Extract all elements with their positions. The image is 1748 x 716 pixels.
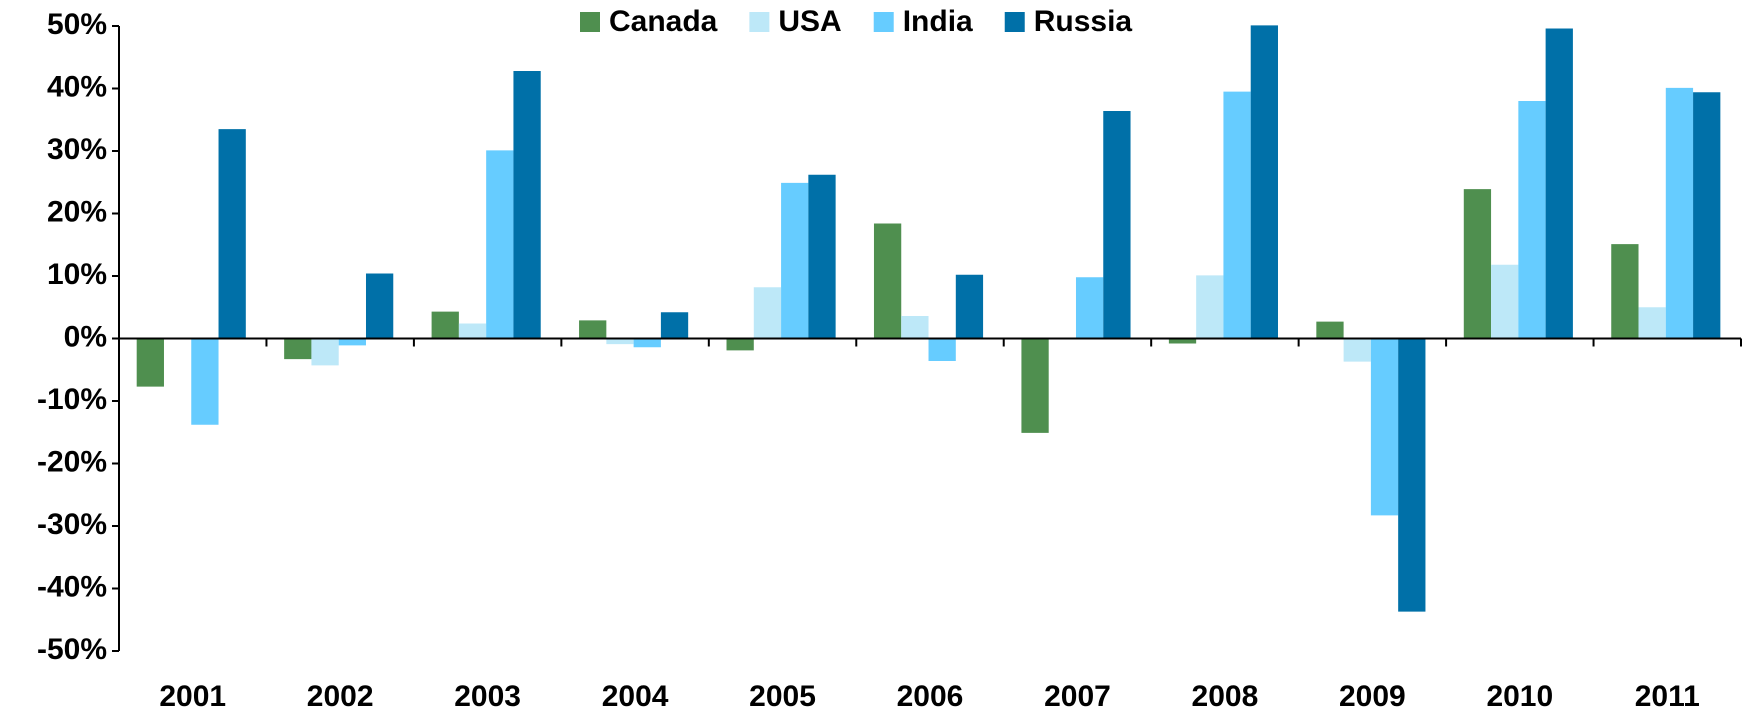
y-tick-label: -50% [37,633,107,666]
bar [781,182,809,339]
legend-label: Canada [609,5,718,38]
bar [808,174,836,339]
bar [1463,189,1492,339]
bar [1693,92,1721,339]
legend-swatch [580,12,600,32]
x-tick-label: 2008 [1192,680,1259,713]
bar [1665,87,1694,339]
bar [660,312,689,339]
bar [513,71,541,339]
bar [1103,111,1131,339]
legend-swatch [749,12,770,32]
bar [901,316,929,339]
x-tick-label: 2002 [307,680,374,713]
x-tick-label: 2011 [1635,680,1700,713]
bar [458,323,487,339]
x-tick-label: 2001 [159,680,226,713]
bar [284,338,312,360]
bar [365,273,394,339]
x-tick-label: 2009 [1339,680,1406,713]
bar [753,287,782,339]
x-tick-label: 2010 [1486,680,1553,713]
bar [1021,338,1049,433]
bar [873,223,902,339]
y-tick-label: -40% [37,570,107,603]
bar [1545,28,1573,339]
legend-label: USA [778,5,841,38]
bar [1491,264,1519,339]
bar [1638,307,1666,339]
bar [1223,91,1251,339]
y-tick-label: 40% [47,70,107,103]
legend-swatch [1004,12,1025,32]
bar [1250,25,1278,339]
y-tick-label: -10% [37,383,107,416]
bar [579,320,607,339]
y-tick-label: 30% [47,133,107,166]
x-tick-label: 2005 [749,680,816,713]
bar [218,129,246,339]
bar [1343,338,1371,362]
bar [633,338,661,348]
bar [1196,275,1224,339]
bar [1370,338,1399,516]
bar [1075,277,1104,339]
bar [311,338,339,366]
bar [191,338,219,425]
bar [1168,338,1197,344]
bar [431,311,459,339]
bar [726,338,754,351]
bar [1316,321,1344,339]
x-tick-label: 2004 [602,680,669,713]
x-tick-label: 2007 [1044,680,1111,713]
bar [928,338,956,361]
legend-label: Russia [1034,5,1133,38]
bar [1398,338,1426,612]
y-tick-label: 50% [47,8,107,41]
y-tick-label: 0% [64,320,107,353]
legend-label: India [903,5,973,38]
bar [606,338,634,345]
bar [486,150,514,339]
bar [955,274,984,339]
bar [338,338,366,346]
legend-swatch [873,12,894,32]
bar [1518,101,1546,339]
y-tick-label: 10% [47,258,107,291]
y-tick-label: -20% [37,445,107,478]
y-tick-label: -30% [37,508,107,541]
bar [136,338,164,387]
x-tick-label: 2006 [897,680,964,713]
y-tick-label: 20% [47,195,107,228]
x-tick-label: 2003 [454,680,521,713]
bar [1611,244,1639,339]
